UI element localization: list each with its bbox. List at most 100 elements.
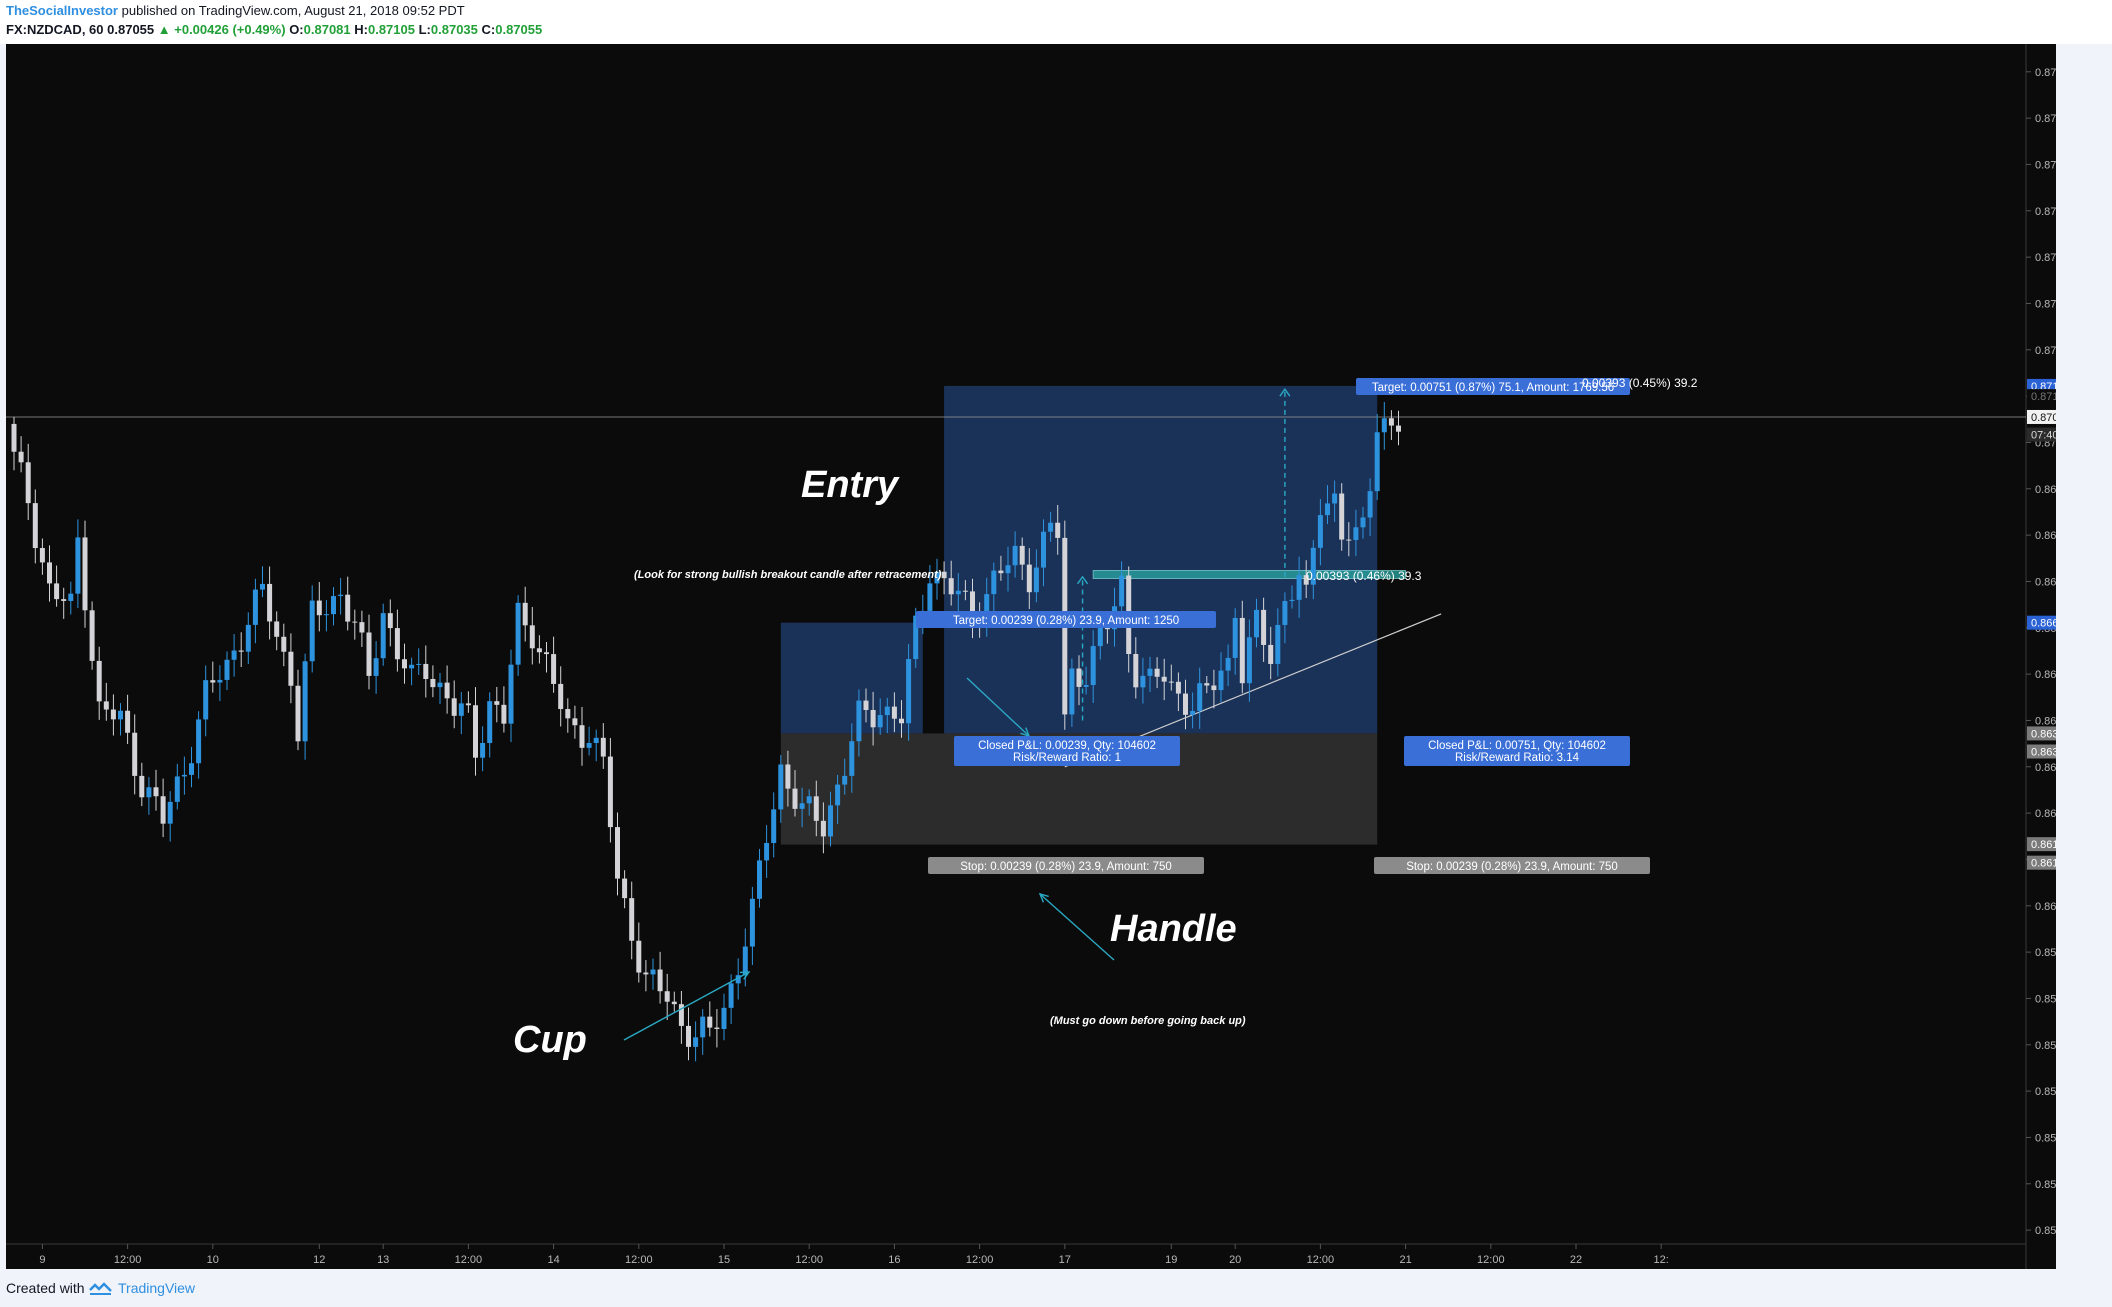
candle-body: [1005, 565, 1011, 574]
x-tick-label: 12:00: [795, 1254, 823, 1266]
entry-label: Entry: [801, 464, 900, 506]
candle-body: [458, 703, 464, 716]
candle-body: [735, 975, 741, 984]
candle-body: [331, 596, 336, 615]
tradingview-link[interactable]: TradingView: [118, 1280, 196, 1296]
candle-body: [927, 583, 933, 611]
candle-body: [394, 628, 400, 660]
candle-body: [1225, 657, 1231, 671]
closed-pnl2-label-text: Closed P&L: 0.00751, Qty: 104602: [1428, 740, 1606, 752]
candle-body: [89, 610, 95, 661]
candle-body: [607, 756, 613, 828]
x-tick-label: 12:00: [1477, 1254, 1505, 1266]
candle-body: [693, 1037, 699, 1047]
candle-body: [870, 709, 876, 728]
candle-body: [508, 664, 514, 724]
cup-arrow-head: [739, 971, 751, 980]
candle-body: [757, 860, 762, 899]
candle-body: [387, 613, 393, 629]
candle-body: [75, 537, 81, 594]
candle-body: [96, 660, 102, 702]
candle-body: [1353, 527, 1359, 541]
y-tick-label: 0.86200: [2035, 808, 2056, 820]
candle-body: [402, 659, 407, 669]
candlestick-chart[interactable]: 0.87800 0.87700 0.87600 0.87500 0.87400 0.873…: [6, 44, 2075, 1269]
candle-body: [224, 659, 230, 680]
candle-body: [899, 718, 904, 724]
symbol-label[interactable]: FX:NZDCAD, 60: [6, 22, 104, 37]
cup-label: Cup: [513, 1019, 587, 1061]
candle-body: [487, 701, 493, 744]
candle-body: [359, 622, 365, 633]
chart-header: TheSocialInvestor published on TradingVi…: [0, 0, 2112, 44]
candle-body: [664, 991, 670, 1002]
candle-body: [579, 725, 585, 748]
candle-body: [1026, 564, 1032, 593]
created-with-text: Created with: [6, 1280, 85, 1296]
high-label: H:: [354, 22, 368, 37]
candle-body: [416, 663, 422, 665]
candle-body: [565, 709, 571, 719]
stop1-label-text: Stop: 0.00239 (0.28%) 23.9, Amount: 750: [960, 861, 1172, 873]
candle-body: [82, 537, 88, 611]
candle-body: [1076, 668, 1082, 687]
candle-body: [941, 571, 947, 579]
candle-body: [1140, 675, 1146, 688]
candle-body: [1197, 683, 1203, 711]
candle-body: [288, 651, 294, 686]
y-tick-label: 0.86800: [2035, 530, 2056, 542]
x-tick-label: 14: [547, 1254, 559, 1266]
symbol-info-line: FX:NZDCAD, 60 0.87055 ▲ +0.00426 (+0.49%…: [6, 22, 542, 37]
candle-body: [820, 820, 826, 837]
x-tick-label: 13: [377, 1254, 389, 1266]
candle-body: [515, 602, 521, 665]
candle-body: [593, 737, 599, 743]
candle-body: [373, 658, 379, 676]
x-tick-label: 12:00: [966, 1254, 994, 1266]
x-tick-label: 12:00: [1307, 1254, 1335, 1266]
candle-body: [139, 775, 145, 798]
candle-body: [465, 703, 471, 706]
candle-body: [558, 683, 564, 710]
footer: Created with TradingView: [0, 1269, 2112, 1307]
author-link[interactable]: TheSocialInvestor: [6, 3, 118, 18]
candle-body: [409, 664, 415, 669]
entry-note: (Look for strong bullish breakout candle…: [634, 569, 942, 581]
candle-body: [707, 1016, 713, 1028]
candle-body: [1133, 653, 1139, 688]
candle-body: [657, 969, 663, 992]
candle-body: [1360, 517, 1366, 528]
candle-body: [39, 548, 45, 563]
candle-body: [217, 679, 223, 683]
candle-body: [934, 571, 940, 584]
candle-body: [1296, 575, 1302, 600]
y-tick-label: 0.86700: [2035, 576, 2056, 588]
x-tick-label: 20: [1229, 1254, 1241, 1266]
candle-body: [1367, 491, 1373, 518]
chart-area[interactable]: 0.87800 0.87700 0.87600 0.87500 0.87400 0.873…: [6, 44, 2075, 1269]
candle-body: [245, 624, 251, 652]
candle-body: [1168, 681, 1174, 683]
y-tick-label: 0.86000: [2035, 901, 2056, 913]
candle-body: [600, 737, 606, 757]
low-value: 0.87035: [430, 22, 478, 37]
y-tick-label: 0.86500: [2035, 669, 2056, 681]
candle-body: [671, 1001, 677, 1005]
last-price: 0.87055: [107, 22, 155, 37]
x-tick-label: 12:00: [114, 1254, 142, 1266]
high-value: 0.87105: [367, 22, 415, 37]
arrow-head: [1279, 387, 1291, 397]
candle-body: [32, 503, 38, 549]
candle-body: [1090, 646, 1096, 686]
candle-body: [615, 827, 620, 879]
closed-pnl1-label-text: Closed P&L: 0.00239, Qty: 104602: [978, 740, 1156, 752]
candle-body: [1374, 432, 1380, 492]
x-tick-label: 12:00: [455, 1254, 483, 1266]
candle-body: [1175, 681, 1181, 694]
closed-pnl1-label-text: Risk/Reward Ratio: 1: [1013, 752, 1121, 764]
closed-pnl1-label-box: [954, 736, 1180, 766]
candle-body: [1303, 575, 1309, 585]
candle-body: [700, 1016, 706, 1038]
candle-body: [728, 983, 734, 1008]
candle-body: [686, 1025, 691, 1047]
